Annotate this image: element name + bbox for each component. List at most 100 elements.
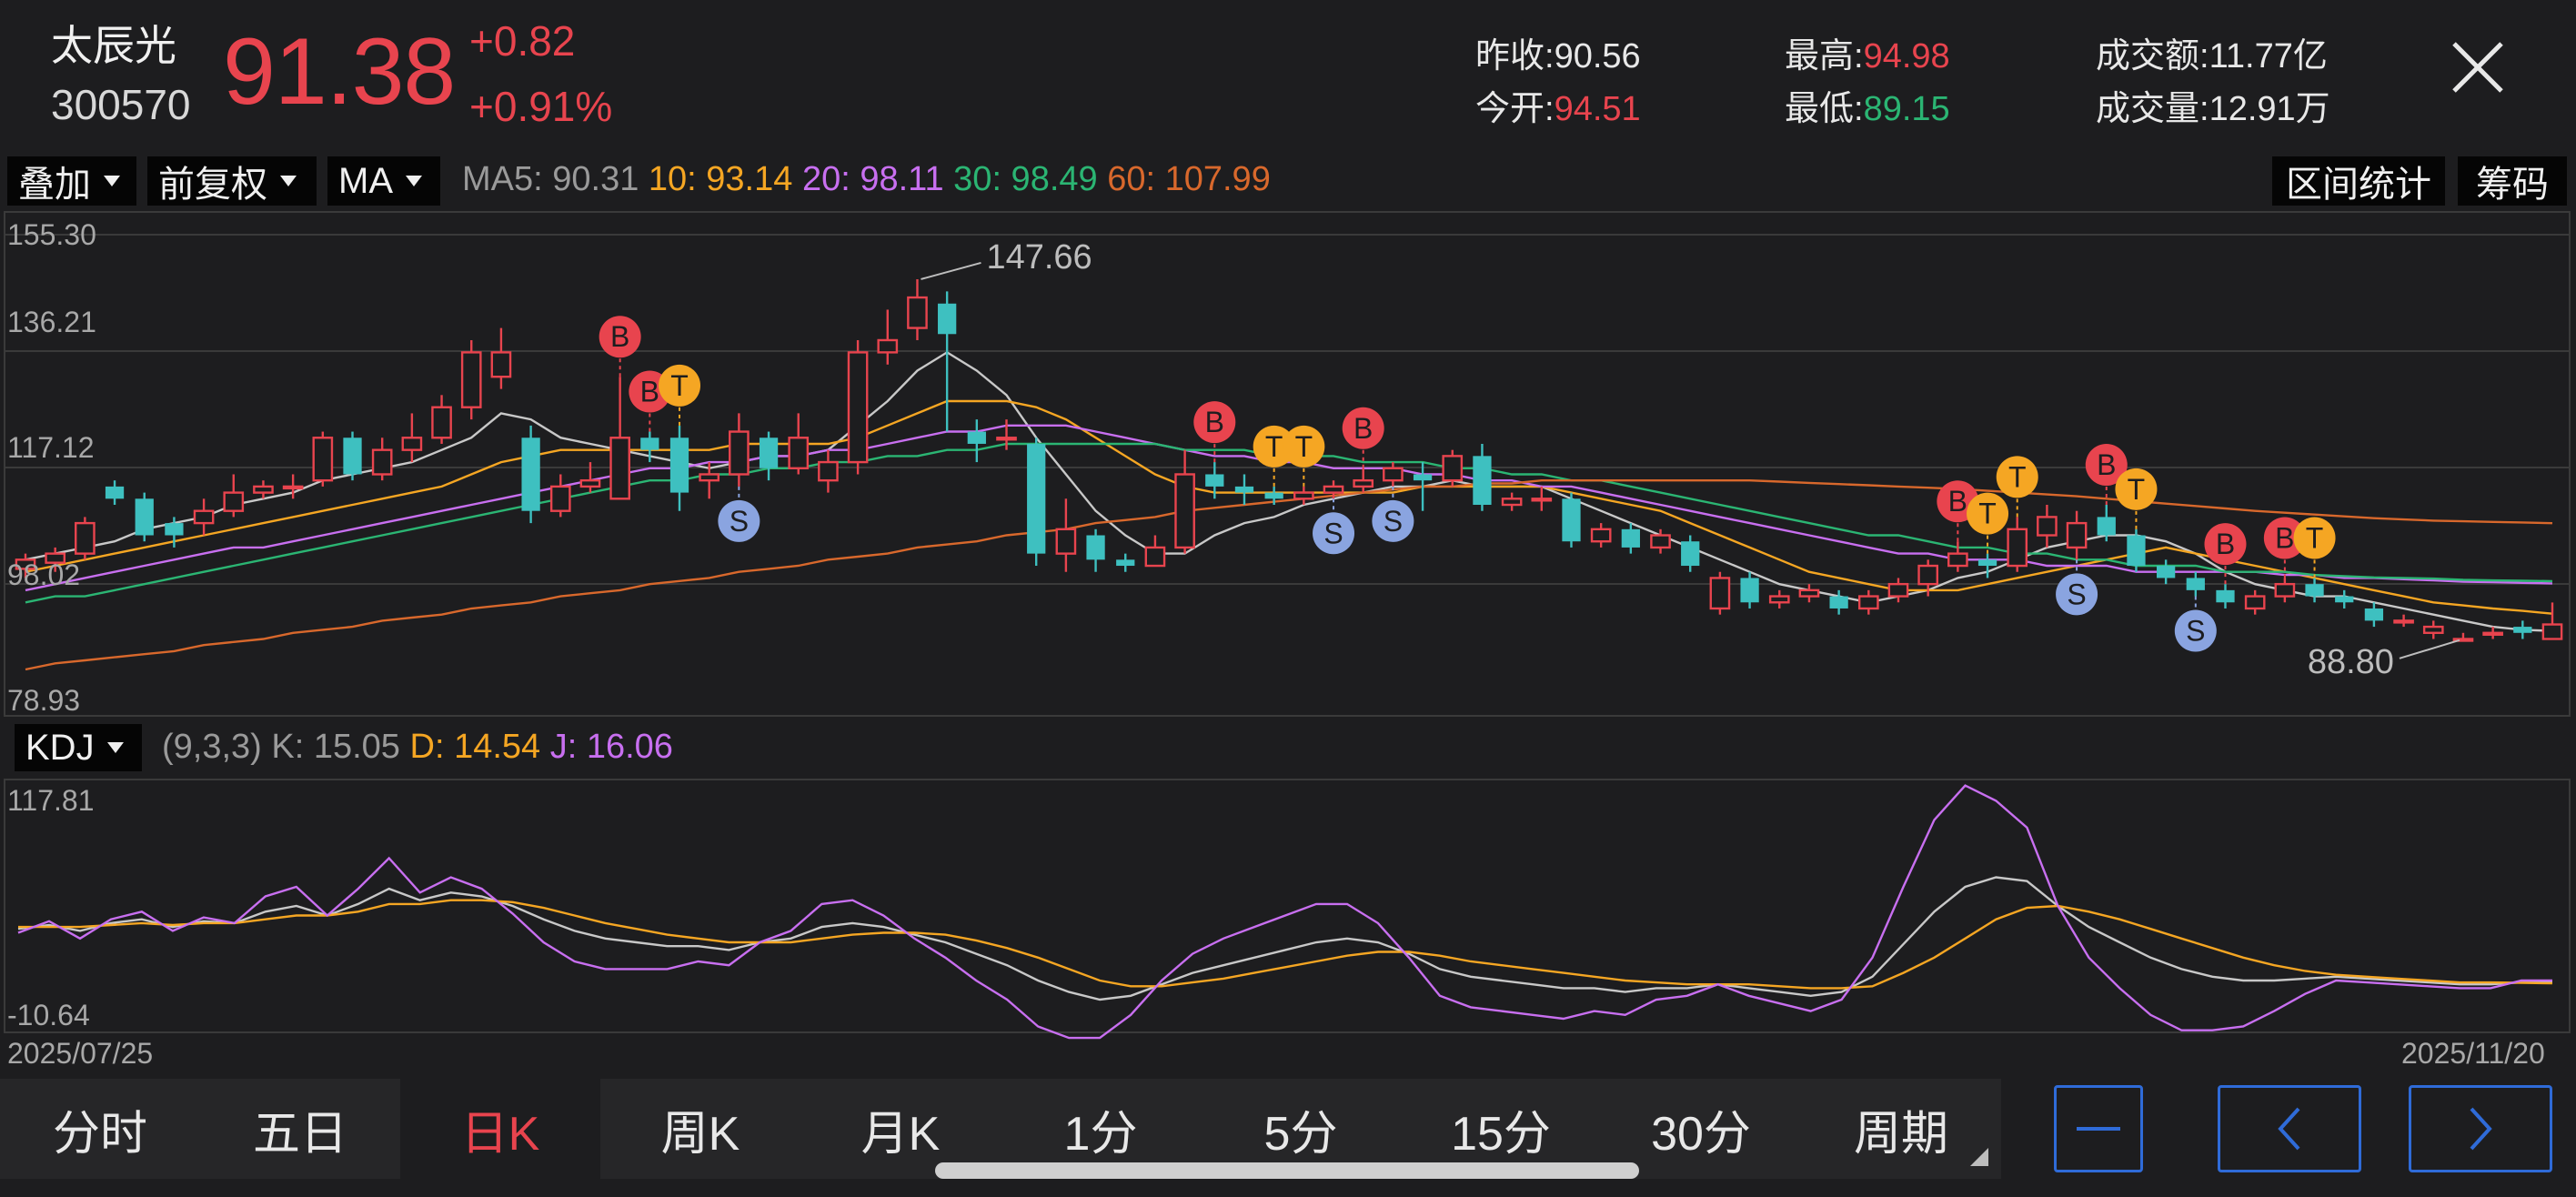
tab-15min[interactable]: 15分 bbox=[1451, 1107, 1551, 1161]
caret-down-icon bbox=[104, 176, 120, 186]
candle-up bbox=[729, 430, 750, 476]
scroll-right-button[interactable] bbox=[2409, 1085, 2552, 1172]
candle-up bbox=[45, 552, 66, 564]
candle-up bbox=[2066, 521, 2088, 549]
interval-stats-button[interactable]: 区间统计 bbox=[2272, 156, 2445, 206]
tab-daily-k[interactable]: 日K bbox=[460, 1107, 540, 1161]
indicator-label: MA bbox=[338, 160, 393, 201]
tab-5min[interactable]: 5分 bbox=[1263, 1107, 1338, 1161]
tab-scrollbar[interactable] bbox=[935, 1162, 1639, 1179]
candle-up bbox=[223, 491, 245, 512]
candle-down bbox=[967, 431, 986, 444]
tab-weekly-k[interactable]: 周K bbox=[660, 1107, 740, 1161]
scroll-left-button[interactable] bbox=[2218, 1085, 2361, 1172]
kdj-panel[interactable] bbox=[4, 779, 2571, 1033]
indicator-dropdown[interactable]: MA bbox=[327, 156, 440, 206]
zoom-out-button[interactable] bbox=[2054, 1085, 2143, 1172]
tab-30min[interactable]: 30分 bbox=[1651, 1107, 1751, 1161]
candle-up bbox=[1055, 528, 1077, 555]
signal-label: T bbox=[670, 369, 689, 402]
kdj-line-k bbox=[17, 876, 2553, 1001]
kdj-label: KDJ bbox=[25, 727, 95, 768]
kdj-dropdown[interactable]: KDJ bbox=[15, 724, 142, 771]
stock-code: 300570 bbox=[51, 81, 191, 128]
candle-up bbox=[1917, 564, 1939, 586]
candle-down bbox=[640, 438, 659, 450]
candle-down bbox=[165, 523, 184, 536]
low-price: 最低:89.15 bbox=[1785, 80, 1950, 130]
close-button[interactable] bbox=[2449, 38, 2507, 96]
signal-badge-t bbox=[1253, 425, 1295, 468]
candle-down bbox=[2097, 517, 2116, 536]
signal-badge-s bbox=[718, 499, 760, 542]
price-change: +0.82 bbox=[469, 17, 576, 65]
signal-badge-t bbox=[2293, 517, 2336, 559]
candle-down bbox=[2335, 596, 2354, 603]
y-tick-label: 117.12 bbox=[7, 431, 95, 464]
adjust-dropdown[interactable]: 前复权 bbox=[147, 156, 317, 206]
low-marker-line bbox=[2399, 639, 2460, 659]
candle-up bbox=[699, 473, 720, 482]
kdj-line-d bbox=[18, 899, 2553, 990]
candle-up bbox=[2244, 595, 2266, 610]
open-price: 今开:94.51 bbox=[1475, 80, 1641, 130]
ma5-value: MA5: 90.31 bbox=[462, 160, 639, 198]
signal-label: B bbox=[2097, 448, 2116, 481]
candle-up bbox=[253, 485, 274, 494]
ma-legend: MA5: 90.31 10: 93.14 20: 98.11 30: 98.49… bbox=[462, 160, 1271, 199]
signal-label: B bbox=[1353, 412, 1373, 445]
tab-monthly-k[interactable]: 月K bbox=[860, 1107, 941, 1161]
candle-up bbox=[2007, 528, 2028, 568]
kdj-k-value: K: 15.05 bbox=[271, 728, 400, 766]
kdj-legend: (9,3,3) K: 15.05 D: 14.54 J: 16.06 bbox=[162, 728, 673, 767]
signal-label: B bbox=[2216, 528, 2235, 560]
ma30-value: 30: 98.49 bbox=[953, 160, 1098, 198]
signal-badge-s bbox=[1313, 512, 1355, 555]
tab-1min[interactable]: 1分 bbox=[1063, 1107, 1138, 1161]
candle-down bbox=[1264, 492, 1283, 499]
chips-button[interactable]: 筹码 bbox=[2458, 156, 2567, 206]
signal-badge-t bbox=[659, 364, 701, 407]
price-change-percent: +0.91% bbox=[469, 83, 613, 130]
signal-label: B bbox=[610, 320, 629, 353]
signal-label: S bbox=[2186, 615, 2205, 648]
tab-five-day[interactable]: 五日 bbox=[252, 1107, 347, 1161]
tab-period[interactable]: 周期 bbox=[1801, 1079, 2001, 1179]
candle-down bbox=[1621, 528, 1640, 548]
kdj-chart bbox=[17, 784, 2553, 1040]
candle-down bbox=[105, 486, 125, 499]
kdj-y-tick-label: -10.64 bbox=[7, 999, 90, 1031]
signal-label: B bbox=[1948, 485, 1967, 518]
candle-down bbox=[521, 438, 540, 511]
signal-label: S bbox=[730, 505, 749, 538]
tab-period-label: 周期 bbox=[1853, 1107, 1948, 1161]
candle-up bbox=[1383, 467, 1404, 482]
candle-down bbox=[135, 498, 154, 536]
signal-label: S bbox=[1323, 517, 1343, 549]
turnover-amount: 成交额:11.77亿 bbox=[2096, 27, 2328, 77]
candle-up bbox=[2422, 625, 2444, 634]
tab-group-bg bbox=[600, 1079, 2001, 1179]
candle-up bbox=[579, 478, 601, 488]
candlestick-panel[interactable] bbox=[4, 211, 2571, 717]
signal-label: B bbox=[1205, 406, 1224, 438]
prev-close-value: 90.56 bbox=[1554, 37, 1641, 75]
ma10-value: 10: 93.14 bbox=[648, 160, 793, 198]
low-marker-label: 88.80 bbox=[2308, 643, 2394, 681]
high-value: 94.98 bbox=[1863, 37, 1950, 75]
candle-up bbox=[1709, 577, 1731, 610]
candle-up bbox=[1768, 595, 1790, 604]
candle-down bbox=[1205, 474, 1224, 487]
candle-up bbox=[2274, 582, 2296, 598]
candle-down bbox=[1473, 456, 1492, 505]
signal-label: S bbox=[2067, 578, 2086, 610]
tab-intraday[interactable]: 分时 bbox=[52, 1107, 147, 1161]
kdj-j-value: J: 16.06 bbox=[549, 728, 673, 766]
high-marker-label: 147.66 bbox=[986, 238, 1092, 277]
kdj-d-value: D: 14.54 bbox=[409, 728, 541, 766]
end-date-label: 2025/11/20 bbox=[2401, 1037, 2545, 1070]
candle-up bbox=[1531, 498, 1553, 502]
overlay-dropdown[interactable]: 叠加 bbox=[7, 156, 136, 206]
candle-down bbox=[1977, 559, 1997, 567]
